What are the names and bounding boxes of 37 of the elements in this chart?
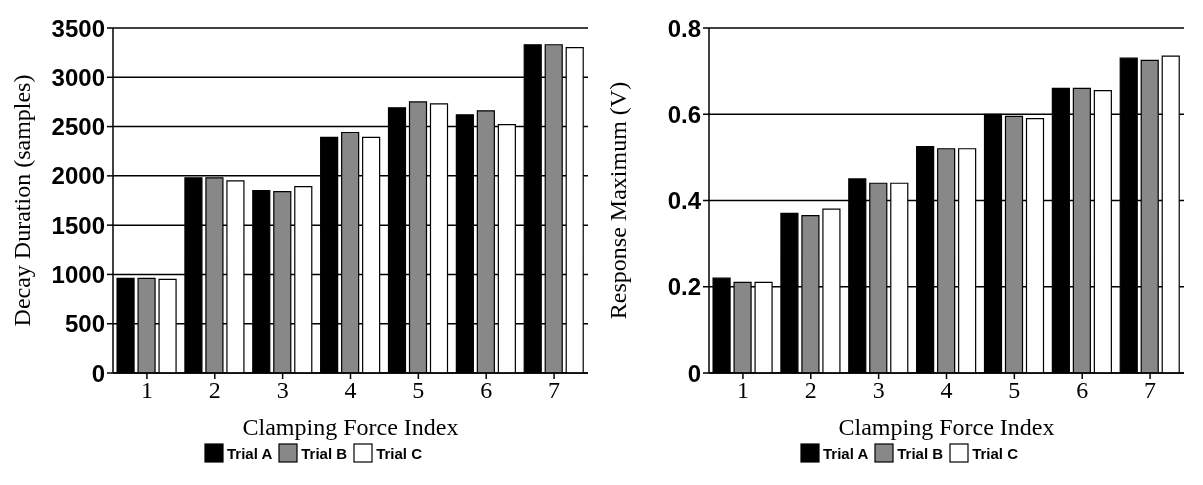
y-tick-label: 0.6 — [667, 100, 701, 128]
y-axis-title: Decay Duration (samples) — [8, 74, 35, 327]
y-tick-label: 2500 — [51, 113, 105, 141]
legend-label: Trial B — [897, 444, 944, 462]
y-tick-label: 1500 — [51, 211, 105, 239]
x-tick-label: 4 — [344, 377, 357, 404]
y-tick-label: 500 — [64, 310, 105, 338]
x-tick-label: 5 — [1008, 377, 1021, 404]
y-tick-label: 3500 — [51, 14, 105, 42]
x-tick-label: 4 — [940, 377, 953, 404]
x-tick-label: 6 — [480, 377, 493, 404]
x-axis-title: Clamping Force Index — [838, 414, 1055, 440]
y-tick-label: 0 — [687, 359, 701, 387]
x-tick-label: 1 — [736, 377, 749, 404]
x-tick-label: 6 — [1076, 377, 1089, 404]
y-tick-label: 0 — [91, 359, 105, 387]
x-axis-title: Clamping Force Index — [242, 414, 459, 440]
legend-label: Trial A — [226, 444, 273, 462]
y-tick-label: 0.8 — [667, 14, 701, 42]
x-tick-label: 5 — [412, 377, 425, 404]
x-tick-label: 3 — [872, 377, 885, 404]
x-tick-label: 7 — [548, 377, 561, 404]
x-tick-label: 2 — [208, 377, 221, 404]
y-tick-label: 1000 — [51, 260, 105, 288]
y-tick-label: 2000 — [51, 162, 105, 190]
x-tick-label: 2 — [804, 377, 817, 404]
x-tick-label: 7 — [1144, 377, 1157, 404]
legend-label: Trial C — [376, 444, 422, 462]
legend-label: Trial B — [301, 444, 348, 462]
y-tick-label: 0.2 — [667, 273, 701, 301]
x-tick-label: 1 — [140, 377, 153, 404]
y-axis-title: Response Maximum (V) — [604, 81, 631, 320]
x-tick-label: 3 — [276, 377, 289, 404]
y-tick-label: 0.4 — [667, 187, 702, 215]
legend-label: Trial A — [822, 444, 869, 462]
legend-label: Trial C — [972, 444, 1018, 462]
y-tick-label: 3000 — [51, 63, 105, 91]
